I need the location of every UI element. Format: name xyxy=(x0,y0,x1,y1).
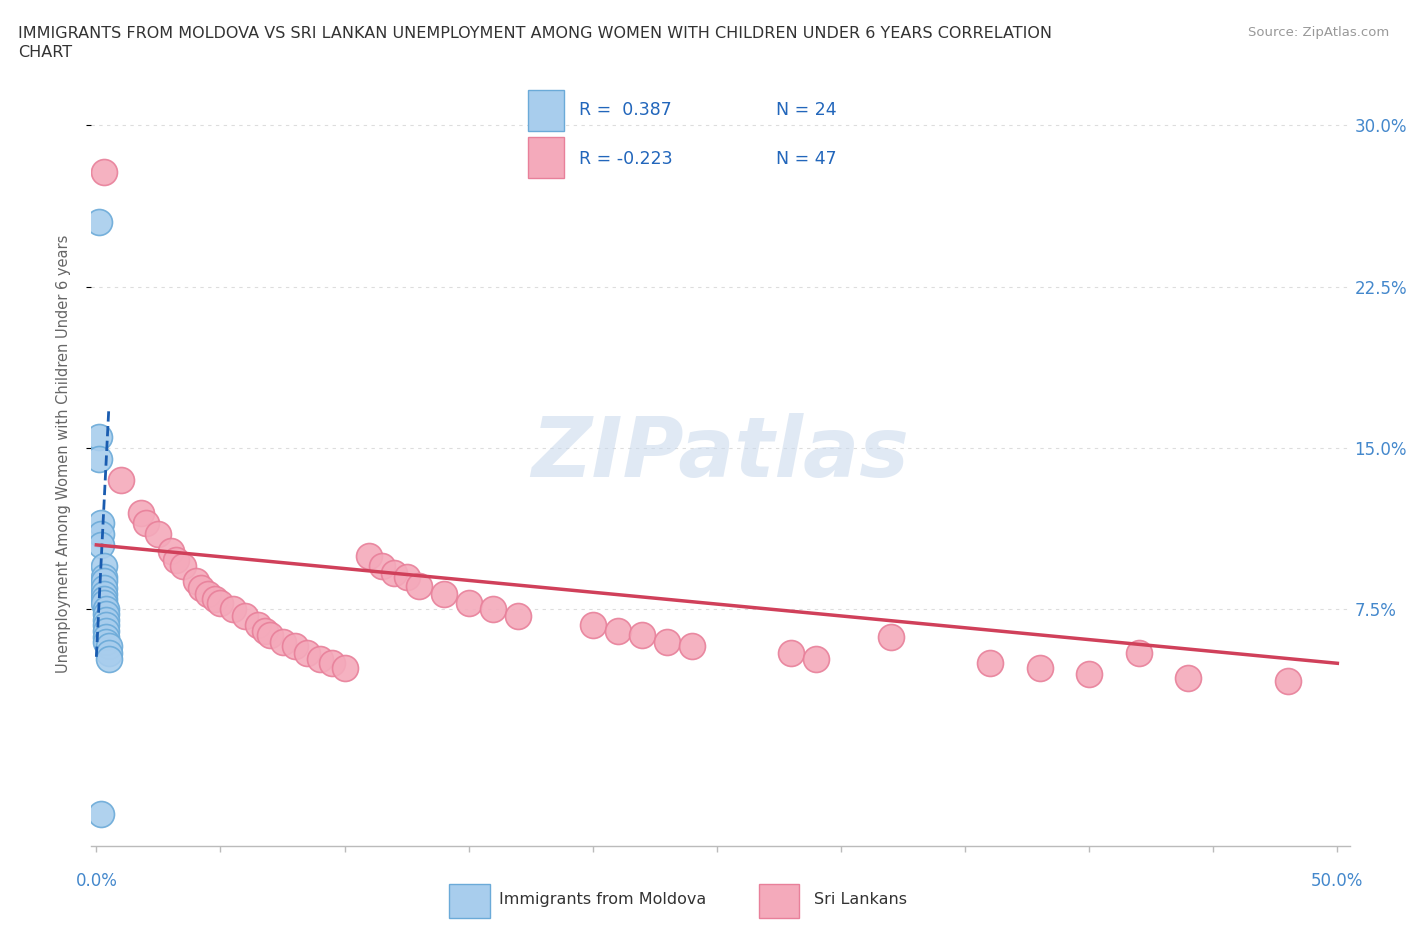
Point xyxy=(582,618,605,632)
Point xyxy=(395,570,418,585)
Point xyxy=(129,505,152,520)
Text: R =  0.387: R = 0.387 xyxy=(579,101,672,119)
Text: Immigrants from Moldova: Immigrants from Moldova xyxy=(499,892,706,908)
Point xyxy=(657,634,679,649)
Point xyxy=(222,602,245,617)
Point xyxy=(96,606,118,621)
Point xyxy=(508,608,530,623)
Point xyxy=(93,591,115,606)
Point xyxy=(681,639,703,654)
Point xyxy=(482,602,505,617)
Point xyxy=(308,652,330,667)
Point xyxy=(90,516,112,531)
Point xyxy=(90,538,112,552)
Point xyxy=(97,652,120,667)
Point xyxy=(780,645,803,660)
Point xyxy=(93,574,115,589)
Point xyxy=(96,623,118,638)
FancyBboxPatch shape xyxy=(759,884,799,918)
Point xyxy=(96,613,118,628)
Point xyxy=(606,623,628,638)
Point xyxy=(87,451,110,466)
Point xyxy=(96,618,118,632)
Point xyxy=(87,215,110,230)
Point xyxy=(96,634,118,649)
Point xyxy=(333,660,356,675)
Text: R = -0.223: R = -0.223 xyxy=(579,150,672,167)
Point xyxy=(382,565,405,580)
Point xyxy=(93,595,115,610)
Point xyxy=(1128,645,1150,660)
Point xyxy=(1177,671,1199,685)
Point xyxy=(631,628,654,643)
Text: 50.0%: 50.0% xyxy=(1312,872,1364,890)
Point xyxy=(209,595,232,610)
Point xyxy=(165,552,187,567)
Point xyxy=(371,559,394,574)
Point xyxy=(359,548,381,563)
Point xyxy=(1078,667,1101,682)
Point xyxy=(96,630,118,644)
Text: N = 47: N = 47 xyxy=(776,150,837,167)
Point xyxy=(233,608,256,623)
Point xyxy=(879,630,901,644)
Text: Source: ZipAtlas.com: Source: ZipAtlas.com xyxy=(1249,26,1389,39)
Point xyxy=(204,591,226,606)
FancyBboxPatch shape xyxy=(450,884,489,918)
Point xyxy=(1277,673,1299,688)
Point xyxy=(259,628,281,643)
Point xyxy=(97,639,120,654)
Point xyxy=(184,574,207,589)
Point xyxy=(979,656,1001,671)
Point xyxy=(93,570,115,585)
Point xyxy=(284,639,307,654)
Text: Sri Lankans: Sri Lankans xyxy=(814,892,907,908)
Point xyxy=(271,634,294,649)
Point xyxy=(110,472,132,487)
Point xyxy=(90,526,112,541)
Point xyxy=(457,595,479,610)
Point xyxy=(172,559,194,574)
Point xyxy=(159,544,181,559)
Point xyxy=(87,430,110,445)
Point xyxy=(93,165,115,179)
FancyBboxPatch shape xyxy=(527,90,564,131)
Text: 0.0%: 0.0% xyxy=(76,872,117,890)
Point xyxy=(321,656,343,671)
FancyBboxPatch shape xyxy=(527,137,564,178)
Text: IMMIGRANTS FROM MOLDOVA VS SRI LANKAN UNEMPLOYMENT AMONG WOMEN WITH CHILDREN UND: IMMIGRANTS FROM MOLDOVA VS SRI LANKAN UN… xyxy=(18,26,1052,41)
Point xyxy=(135,516,157,531)
Point xyxy=(408,578,430,593)
Point xyxy=(1028,660,1050,675)
Point xyxy=(254,623,277,638)
Point xyxy=(96,602,118,617)
Point xyxy=(246,618,269,632)
Text: N = 24: N = 24 xyxy=(776,101,837,119)
Text: ZIPatlas: ZIPatlas xyxy=(531,413,910,494)
Text: CHART: CHART xyxy=(18,45,72,60)
Point xyxy=(297,645,319,660)
Point xyxy=(93,587,115,602)
Point xyxy=(97,645,120,660)
Point xyxy=(148,526,170,541)
Point xyxy=(93,559,115,574)
Point xyxy=(93,580,115,595)
Point xyxy=(433,587,456,602)
Y-axis label: Unemployment Among Women with Children Under 6 years: Unemployment Among Women with Children U… xyxy=(56,234,70,672)
Point xyxy=(197,587,219,602)
Point xyxy=(804,652,827,667)
Point xyxy=(90,806,112,821)
Point xyxy=(190,580,212,595)
